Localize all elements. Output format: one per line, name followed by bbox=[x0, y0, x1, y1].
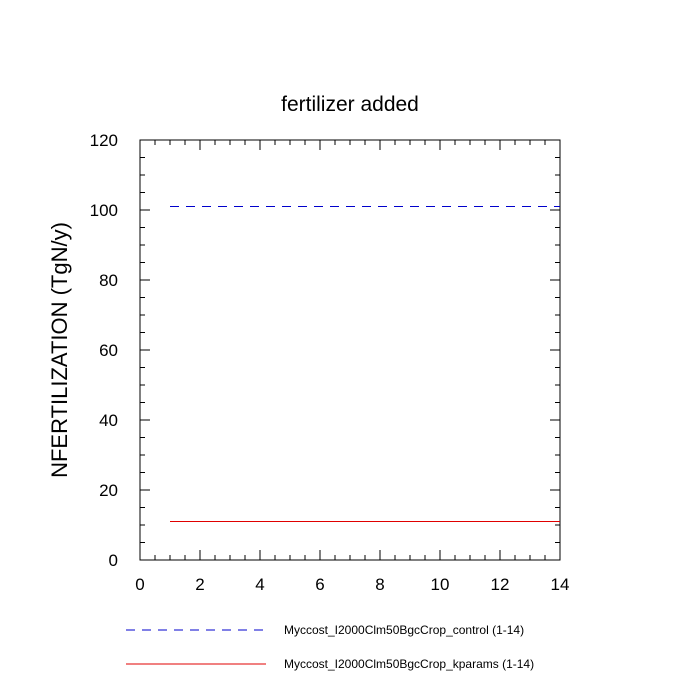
x-tick-label: 12 bbox=[491, 575, 510, 594]
x-tick-label: 0 bbox=[135, 575, 144, 594]
x-tick-label: 6 bbox=[315, 575, 324, 594]
y-tick-label: 120 bbox=[90, 131, 118, 150]
axis-ticks bbox=[139, 139, 561, 561]
legend-label-1: Myccost_I2000Clm50BgcCrop_control (1-14) bbox=[284, 623, 524, 637]
x-tick-label: 8 bbox=[375, 575, 384, 594]
y-tick-label: 40 bbox=[99, 411, 118, 430]
x-tick-label: 4 bbox=[255, 575, 264, 594]
y-tick-label: 60 bbox=[99, 341, 118, 360]
plot-frame bbox=[139, 139, 561, 561]
legend-label-2: Myccost_I2000Clm50BgcCrop_kparams (1-14) bbox=[284, 657, 534, 671]
y-tick-label: 0 bbox=[109, 551, 118, 570]
y-tick-label: 20 bbox=[99, 481, 118, 500]
legend: Myccost_I2000Clm50BgcCrop_control (1-14)… bbox=[126, 623, 534, 671]
y-tick-label: 80 bbox=[99, 271, 118, 290]
x-tick-label: 2 bbox=[195, 575, 204, 594]
y-tick-label: 100 bbox=[90, 201, 118, 220]
axis-tick-labels: 0 2 4 6 8 10 12 14 0 20 40 60 80 100 120 bbox=[90, 131, 570, 594]
series-lines bbox=[170, 206, 560, 522]
y-axis-label: NFERTILIZATION (TgN/y) bbox=[47, 222, 72, 478]
x-tick-label: 10 bbox=[431, 575, 450, 594]
x-tick-label: 14 bbox=[551, 575, 570, 594]
chart-title: fertilizer added bbox=[281, 93, 419, 116]
